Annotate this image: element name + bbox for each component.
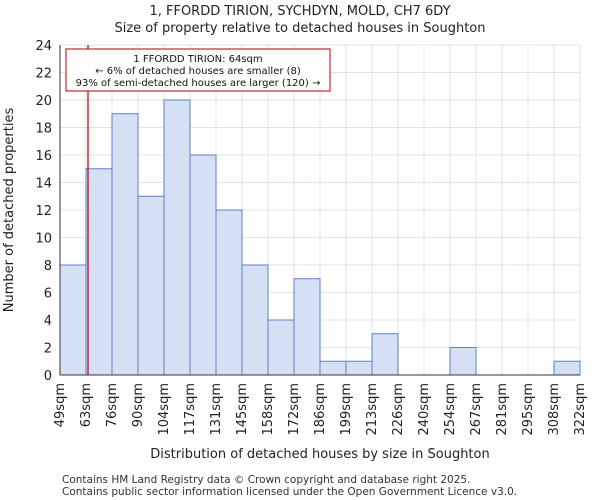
x-tick-label: 240sqm: [417, 383, 432, 436]
x-tick-label: 226sqm: [391, 383, 406, 436]
x-tick-label: 131sqm: [209, 383, 224, 436]
x-tick-label: 308sqm: [547, 383, 562, 436]
histogram-bar: [163, 99, 191, 376]
y-axis-title: Number of detached properties: [2, 108, 17, 313]
histogram-bar: [59, 264, 87, 376]
x-tick-label: 172sqm: [287, 383, 302, 436]
x-tick-label: 76sqm: [105, 383, 120, 427]
y-tick-label: 22: [35, 67, 52, 82]
y-tick-label: 8: [44, 259, 52, 274]
x-tick-label: 49sqm: [53, 383, 68, 427]
histogram-bar: [241, 264, 269, 376]
histogram-bar: [189, 154, 217, 376]
histogram-bar: [267, 319, 295, 376]
y-tick-label: 6: [44, 287, 52, 302]
x-tick-label: 145sqm: [235, 383, 250, 436]
annotation-box: [65, 48, 331, 92]
y-tick-label: 18: [35, 122, 52, 137]
y-tick-label: 0: [44, 369, 52, 384]
x-tick-label: 199sqm: [339, 383, 354, 436]
histogram-bar: [85, 168, 113, 376]
annotation-larger: 93% of semi-detached houses are larger (…: [76, 78, 321, 89]
histogram-bar: [111, 113, 139, 376]
y-tick-label: 2: [44, 342, 52, 357]
x-tick-label: 281sqm: [495, 383, 510, 436]
histogram-bar: [215, 209, 243, 376]
x-tick-label: 90sqm: [131, 383, 146, 427]
y-tick-label: 12: [35, 204, 52, 219]
x-tick-label: 158sqm: [261, 383, 276, 436]
histogram-bar: [319, 360, 347, 376]
footer-copyright: Contains HM Land Registry data © Crown c…: [62, 474, 471, 486]
y-tick-label: 24: [35, 39, 52, 54]
histogram-bar: [553, 360, 581, 376]
x-tick-label: 322sqm: [573, 383, 588, 436]
histogram-bar: [137, 195, 165, 376]
y-tick-label: 4: [44, 314, 52, 329]
x-tick-label: 295sqm: [521, 383, 536, 436]
annotation-smaller: ← 6% of detached houses are smaller (8): [95, 66, 301, 77]
y-tick-label: 20: [35, 94, 52, 109]
footer-licence: Contains public sector information licen…: [62, 486, 518, 498]
annotation-title: 1 FFORDD TIRION: 64sqm: [133, 54, 262, 65]
y-tick-label: 16: [35, 149, 52, 164]
x-axis-title: Distribution of detached houses by size …: [150, 447, 489, 462]
x-tick-label: 104sqm: [157, 383, 172, 436]
x-tick-label: 213sqm: [365, 383, 380, 436]
x-tick-label: 117sqm: [183, 383, 198, 436]
x-tick-label: 186sqm: [313, 383, 328, 436]
y-tick-label: 10: [35, 232, 52, 247]
y-tick-label: 14: [35, 177, 52, 192]
x-tick-label: 267sqm: [469, 383, 484, 436]
histogram-bar: [371, 333, 399, 376]
chart-title-address: 1, FFORDD TIRION, SYCHDYN, MOLD, CH7 6DY: [149, 4, 451, 19]
x-tick-label: 254sqm: [443, 383, 458, 436]
histogram-bar: [449, 347, 477, 376]
histogram-bar: [345, 360, 373, 376]
chart-title: Size of property relative to detached ho…: [114, 21, 486, 36]
x-tick-label: 63sqm: [79, 383, 94, 427]
histogram-bar: [293, 278, 321, 376]
